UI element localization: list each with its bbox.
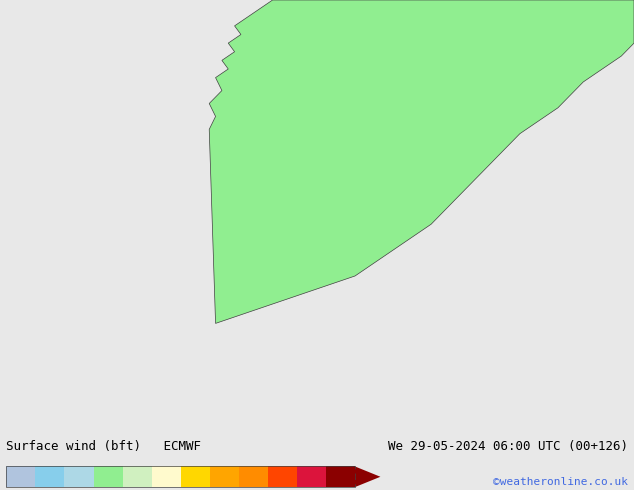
Bar [6,466,36,487]
Text: ©weatheronline.co.uk: ©weatheronline.co.uk [493,477,628,487]
Bar [36,466,65,487]
Bar [297,466,326,487]
Bar [239,466,268,487]
Bar [268,466,297,487]
Bar [181,466,210,487]
Bar [152,466,181,487]
Text: Surface wind (bft)   ECMWF: Surface wind (bft) ECMWF [6,440,202,453]
Bar [122,466,152,487]
Bar [210,466,239,487]
Polygon shape [355,466,380,487]
Bar [326,466,355,487]
Bar [6,466,355,487]
Polygon shape [209,0,634,323]
Bar [94,466,122,487]
Text: We 29-05-2024 06:00 UTC (00+126): We 29-05-2024 06:00 UTC (00+126) [387,440,628,453]
Bar [65,466,94,487]
